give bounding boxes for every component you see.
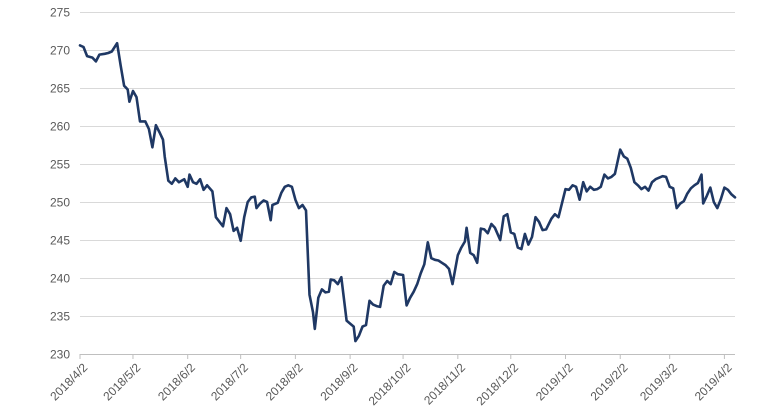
x-tick-label: 2018/12/2 (473, 360, 521, 408)
x-tick-label: 2019/4/2 (692, 360, 735, 403)
x-tick-label: 2019/1/2 (533, 360, 576, 403)
x-tick-label: 2019/3/2 (637, 360, 680, 403)
y-tick-label: 255 (50, 158, 70, 172)
x-tick-label: 2018/4/2 (47, 360, 90, 403)
x-tick-label: 2018/5/2 (100, 360, 143, 403)
y-tick-label: 240 (50, 272, 70, 286)
y-tick-label: 230 (50, 348, 70, 362)
y-tick-label: 250 (50, 196, 70, 210)
x-tick-label: 2019/2/2 (588, 360, 631, 403)
y-tick-label: 265 (50, 82, 70, 96)
x-tick-label: 2018/9/2 (318, 360, 361, 403)
y-tick-label: 275 (50, 6, 70, 20)
y-axis: 230 235 240 245 250 255 260 265 270 275 (50, 6, 70, 362)
series-line (78, 41, 737, 343)
x-tick-label: 2018/10/2 (366, 360, 414, 408)
x-tick-label: 2018/8/2 (263, 360, 306, 403)
gridlines (80, 12, 735, 317)
y-tick-label: 270 (50, 44, 70, 58)
series (78, 41, 737, 343)
y-tick-label: 245 (50, 234, 70, 248)
x-tick-label: 2018/6/2 (155, 360, 198, 403)
x-axis: 2018/4/2 2018/5/2 2018/6/2 2018/7/2 2018/8/2… (47, 354, 735, 408)
y-tick-label: 235 (50, 310, 70, 324)
x-tick-label: 2018/11/2 (421, 360, 468, 407)
y-tick-label: 260 (50, 120, 70, 134)
x-tick-label: 2018/7/2 (208, 360, 251, 403)
